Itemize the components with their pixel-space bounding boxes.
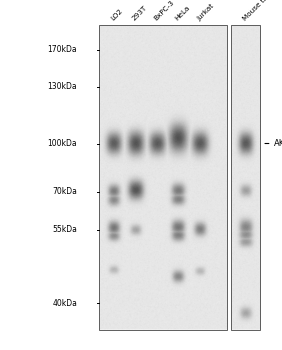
Text: LO2: LO2 [110,8,124,22]
Text: Mouse thymus: Mouse thymus [241,0,282,22]
Text: 130kDa: 130kDa [47,83,77,91]
Text: HeLa: HeLa [174,5,191,22]
Text: 100kDa: 100kDa [47,139,77,148]
Text: AKAP8: AKAP8 [274,139,282,148]
Text: 40kDa: 40kDa [52,299,77,308]
Bar [231,26,260,330]
Text: 293T: 293T [131,5,149,22]
Bar [99,26,227,330]
Text: 170kDa: 170kDa [47,45,77,54]
Text: BxPC-3: BxPC-3 [153,0,176,22]
Bar [231,26,260,330]
Text: Jurkat: Jurkat [196,3,215,22]
Text: 55kDa: 55kDa [52,225,77,234]
Bar [99,26,227,330]
Text: 70kDa: 70kDa [52,187,77,196]
